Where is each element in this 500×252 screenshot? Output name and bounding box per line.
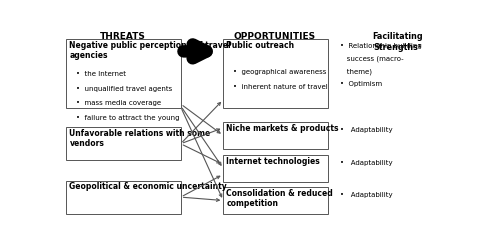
Text: •  unqualified travel agents: • unqualified travel agents	[76, 85, 172, 91]
Text: Negative public perceptions of travel
agencies: Negative public perceptions of travel ag…	[70, 41, 231, 60]
Text: •  failure to attract the young: • failure to attract the young	[76, 115, 180, 121]
Text: Geopolitical & economic uncertainty: Geopolitical & economic uncertainty	[70, 182, 227, 191]
FancyBboxPatch shape	[224, 187, 328, 214]
Text: •  Relationship building: • Relationship building	[340, 43, 421, 49]
Text: •  geographical awareness: • geographical awareness	[233, 69, 326, 75]
Text: theme): theme)	[340, 68, 372, 75]
Text: Consolidation & reduced
competition: Consolidation & reduced competition	[226, 189, 333, 208]
Text: Niche markets & products: Niche markets & products	[226, 124, 339, 133]
FancyBboxPatch shape	[224, 155, 328, 182]
Text: •  mass media coverage: • mass media coverage	[76, 100, 161, 106]
FancyBboxPatch shape	[224, 122, 328, 149]
Text: THREATS: THREATS	[100, 32, 146, 41]
Text: OPPORTUNITIES: OPPORTUNITIES	[234, 32, 316, 41]
Text: Unfavorable relations with some
vendors: Unfavorable relations with some vendors	[70, 129, 210, 148]
FancyBboxPatch shape	[66, 127, 180, 160]
Text: Internet technologies: Internet technologies	[226, 157, 320, 166]
FancyBboxPatch shape	[66, 181, 180, 214]
Text: •   Adaptability: • Adaptability	[340, 192, 392, 198]
Text: Facilitating
Strengths¹: Facilitating Strengths¹	[372, 32, 423, 52]
FancyBboxPatch shape	[66, 39, 180, 108]
Text: •  the Internet: • the Internet	[76, 71, 126, 77]
Text: •  Optimism: • Optimism	[340, 81, 382, 87]
Text: success (macro-: success (macro-	[340, 55, 403, 62]
Text: Public outreach: Public outreach	[226, 41, 294, 50]
Text: •   Adaptability: • Adaptability	[340, 160, 392, 166]
Text: •   Adaptability: • Adaptability	[340, 127, 392, 133]
FancyBboxPatch shape	[224, 39, 328, 108]
Text: •  inherent nature of travel: • inherent nature of travel	[233, 84, 328, 90]
